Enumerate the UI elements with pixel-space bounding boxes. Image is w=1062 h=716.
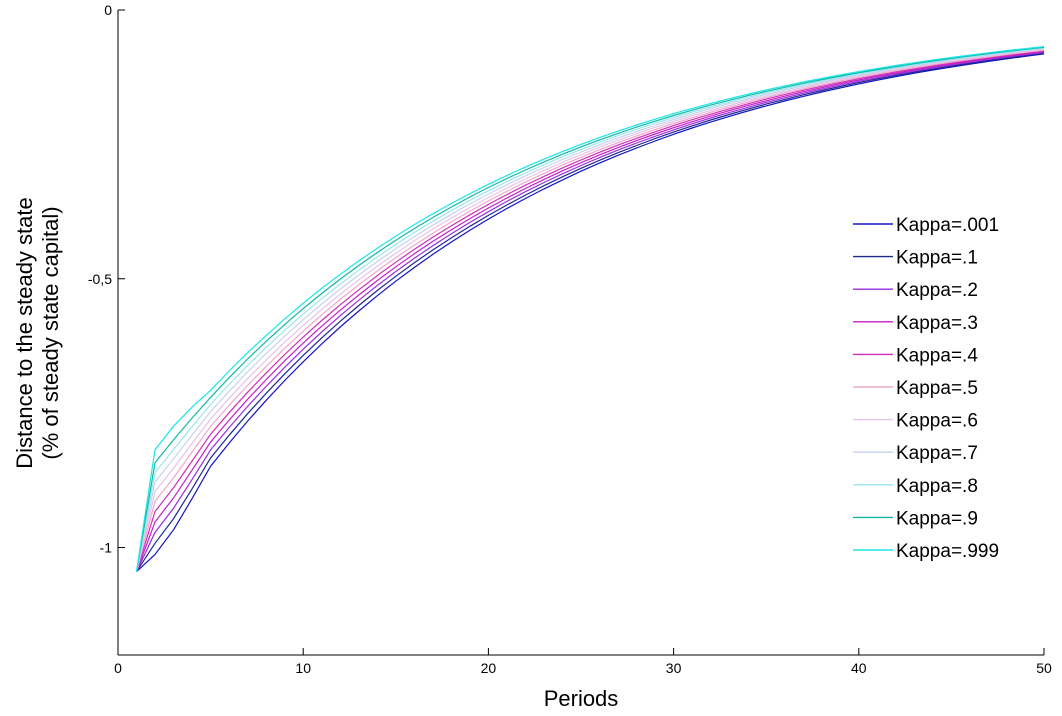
series-line bbox=[135, 48, 1045, 572]
y-tick-label: -1 bbox=[100, 540, 113, 556]
legend-label: Kappa=.5 bbox=[896, 378, 978, 399]
series-line bbox=[135, 51, 1045, 572]
x-tick-label: 40 bbox=[851, 660, 867, 676]
series-line bbox=[135, 48, 1045, 572]
series-group bbox=[135, 46, 1045, 573]
legend-label: Kappa=.7 bbox=[896, 443, 978, 464]
x-tick-label: 10 bbox=[295, 660, 311, 676]
series-line bbox=[135, 46, 1045, 572]
y-tick-label: -0,5 bbox=[88, 271, 112, 287]
x-axis-title: Periods bbox=[544, 686, 619, 711]
legend: Kappa=.001 Kappa=.1 Kappa=.2 Kappa=.3 Kappa=… bbox=[853, 215, 999, 562]
series-line bbox=[135, 46, 1045, 572]
series-line bbox=[135, 51, 1045, 572]
y-axis-title-line2: (% of steady state capital) bbox=[38, 206, 63, 459]
legend-label: Kappa=.999 bbox=[896, 541, 999, 562]
legend-label: Kappa=.2 bbox=[896, 280, 978, 301]
legend-label: Kappa=.1 bbox=[896, 248, 978, 269]
series-line bbox=[135, 49, 1045, 572]
legend-label: Kappa=.3 bbox=[896, 313, 978, 334]
y-tick-label: 0 bbox=[104, 2, 112, 18]
legend-label: Kappa=.6 bbox=[896, 411, 978, 432]
plot-area bbox=[118, 10, 1044, 655]
series-line bbox=[135, 52, 1045, 573]
legend-label: Kappa=.4 bbox=[896, 345, 978, 366]
y-axis-title-line1: Distance to the steady state bbox=[12, 197, 37, 469]
series-line bbox=[135, 50, 1045, 572]
x-tick-label: 0 bbox=[114, 660, 122, 676]
series-line bbox=[135, 47, 1045, 572]
legend-label: Kappa=.8 bbox=[896, 476, 978, 497]
series-line bbox=[136, 53, 1045, 573]
legend-label: Kappa=.9 bbox=[896, 508, 978, 529]
x-ticks: 0 10 20 30 40 50 bbox=[114, 648, 1052, 676]
legend-label: Kappa=.001 bbox=[896, 215, 999, 236]
y-ticks: 0 -0,5 -1 bbox=[88, 2, 125, 556]
x-tick-label: 20 bbox=[481, 660, 497, 676]
x-tick-label: 50 bbox=[1036, 660, 1052, 676]
x-tick-label: 30 bbox=[666, 660, 682, 676]
